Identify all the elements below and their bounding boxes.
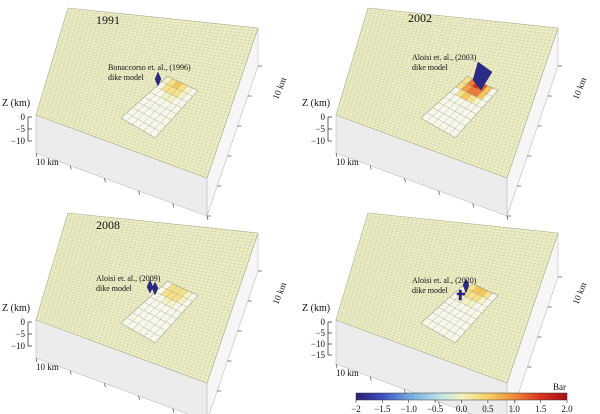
y-axis <box>217 270 262 392</box>
z-tick-label: −5 <box>15 329 25 339</box>
z-tick-label: −10 <box>11 341 26 351</box>
z-tick-label: 0 <box>321 317 326 327</box>
surface-grid <box>36 8 257 177</box>
colorbar-tick-label: 0.0 <box>456 404 468 414</box>
dike-reference-label: dike model <box>108 73 145 82</box>
colorbar-tick-label: 0.5 <box>482 404 494 414</box>
fault-patch <box>420 281 499 344</box>
x-axis-label: 10 km <box>336 157 359 167</box>
colorbar-tick-label: −0.5 <box>427 404 444 414</box>
z-tick-label: −10 <box>311 339 326 349</box>
colorbar-tick-label: −1.0 <box>401 404 418 414</box>
z-tick-label: −10 <box>311 136 326 146</box>
z-tick-label: 0 <box>321 112 326 122</box>
dike-reference-label: Aloisi et. al., (2003) <box>412 53 477 62</box>
x-axis-label: 10 km <box>336 368 359 378</box>
colorbar-unit: Bar <box>553 382 566 392</box>
colorbar-ticks: −2 −1.5 −1.0 −0.5 0.0 0.5 1.0 1.5 2.0 <box>351 400 573 414</box>
dike-reference-label: dike model <box>96 284 133 293</box>
dike-reference-label: dike model <box>412 286 449 295</box>
z-tick-label: −10 <box>11 136 26 146</box>
panel-2008: 2008 Aloisi et. al., (2009)dike model Z (k… <box>2 212 289 414</box>
fault-patch <box>120 76 199 139</box>
z-axis-label: Z (km) <box>302 303 330 314</box>
z-axis-label: Z (km) <box>2 98 30 109</box>
z-tick-label: 0 <box>21 112 26 122</box>
dike-model <box>154 71 162 87</box>
y-axis-label: 10 km <box>271 281 289 306</box>
colorbar-gradient <box>355 392 568 401</box>
colorbar-tick-label: 2.0 <box>561 404 573 414</box>
colorbar-tick-label: 1.5 <box>535 404 547 414</box>
fault-patch <box>420 76 499 139</box>
colorbar-tick-label: 1.0 <box>509 404 521 414</box>
y-axis <box>507 65 562 217</box>
colorbar: Bar −2 −1.5 −1.0 −0.5 0.0 0.5 1.0 1.5 2.0 <box>351 382 573 414</box>
fault-patch <box>120 281 199 344</box>
z-tick-label: −5 <box>315 124 325 134</box>
z-axis-label: Z (km) <box>2 303 30 314</box>
colorbar-tick-label: −1.5 <box>374 404 391 414</box>
y-axis <box>207 65 262 217</box>
z-tick-label: −5 <box>15 124 25 134</box>
y-axis-label: 10 km <box>271 76 289 101</box>
x-axis-label: 10 km <box>36 157 59 167</box>
dike-reference-label: Aloisi et. al., (2020) <box>412 276 477 285</box>
dike-model <box>456 278 470 301</box>
y-axis-label: 10 km <box>571 281 589 306</box>
dike-model <box>472 61 493 91</box>
z-tick-label: −5 <box>315 328 325 338</box>
y-axis-label: 10 km <box>571 76 589 101</box>
dike-reference-label: Aloisi et. al., (2009) <box>96 274 161 283</box>
panel-2002: 2002 Aloisi et. al., (2003)dike model Z (k… <box>302 7 589 221</box>
x-axis-label: 10 km <box>36 362 59 372</box>
x-axis <box>35 152 209 221</box>
dike-reference-label: Bonaccorso et. al., (1996) <box>108 63 191 72</box>
panel-1991: 1991 Bonaccorso et. al., (1996)dike model… <box>2 7 289 221</box>
z-axis-label: Z (km) <box>302 98 330 109</box>
dike-model <box>146 279 159 296</box>
z-tick-label: 0 <box>21 317 26 327</box>
year-label: 2002 <box>408 11 432 25</box>
dike-reference-label: dike model <box>412 63 449 72</box>
colorbar-tick-label: −2 <box>351 404 361 414</box>
year-label: 2008 <box>96 218 120 232</box>
x-axis <box>335 152 509 221</box>
x-axis <box>335 363 440 406</box>
year-label: 1991 <box>96 13 120 27</box>
x-axis <box>35 357 175 413</box>
z-tick-label: −15 <box>311 350 326 360</box>
